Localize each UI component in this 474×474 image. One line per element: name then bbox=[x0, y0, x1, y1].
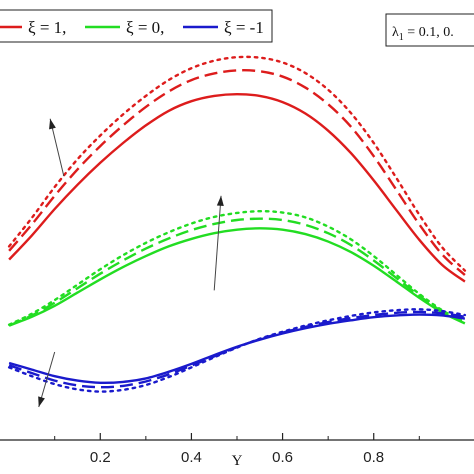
parameter-values: = 0.1, 0. bbox=[404, 25, 454, 40]
x-tick-label-1: 0.2 bbox=[90, 449, 111, 466]
series-line-7-solid bbox=[8, 313, 466, 385]
series-line-4-solid bbox=[8, 227, 466, 327]
parameter-subscript: 1 bbox=[399, 32, 404, 43]
legend-label-2: ξ = 0, bbox=[126, 18, 164, 37]
annotation-arrow-1 bbox=[49, 118, 65, 177]
series-line-5-dashed bbox=[8, 217, 466, 327]
arrow-head bbox=[38, 396, 45, 407]
parameter-text: λ1 = 0.1, 0. bbox=[392, 25, 454, 43]
parameter-box: λ1 = 0.1, 0. bbox=[385, 13, 474, 47]
series-line-9-dotted bbox=[7, 308, 467, 393]
arrow-head bbox=[216, 195, 224, 207]
x-axis: 0.2 0.4 0.6 0.8 Y bbox=[54, 433, 420, 469]
legend-label-1: ξ = 1, bbox=[28, 18, 66, 37]
x-tick-label-3: 0.6 bbox=[272, 449, 293, 466]
series-line-8-dashed bbox=[8, 310, 466, 389]
x-axis-label: Y bbox=[232, 453, 243, 469]
legend-label-3: ξ = -1 bbox=[224, 18, 264, 37]
series-group bbox=[7, 55, 467, 393]
annotation-arrow-2 bbox=[213, 195, 224, 291]
legend: ξ = 1, ξ = 0, ξ = -1 bbox=[0, 9, 273, 43]
series-line-3-dotted bbox=[7, 55, 467, 272]
legend-box bbox=[0, 9, 273, 43]
annotations-group bbox=[38, 118, 224, 408]
arrow-shaft bbox=[213, 195, 222, 291]
parameter-symbol: λ bbox=[392, 25, 399, 40]
parameter-box-frame bbox=[385, 13, 474, 47]
arrow-head bbox=[49, 118, 56, 130]
x-tick-label-4: 0.8 bbox=[363, 449, 384, 466]
series-line-2-dashed bbox=[8, 69, 466, 276]
series-line-6-dotted bbox=[7, 209, 467, 326]
annotation-arrow-3 bbox=[38, 351, 56, 408]
series-line-1-solid bbox=[8, 92, 466, 283]
x-tick-label-2: 0.4 bbox=[181, 449, 202, 466]
